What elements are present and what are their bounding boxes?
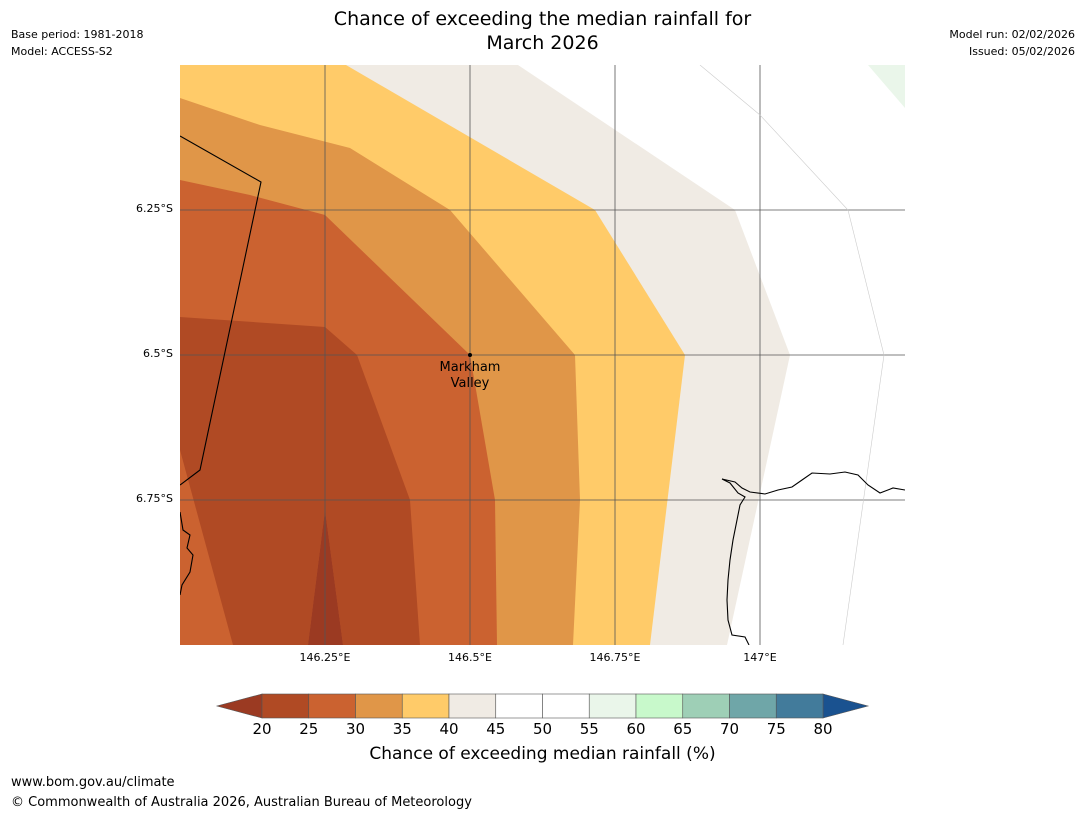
lon-label-146-75: 146.75°E: [589, 651, 641, 664]
base-period-text: Base period: 1981-2018: [11, 28, 144, 41]
colorbar-swatch-65-70: [682, 693, 730, 719]
footer-copyright: © Commonwealth of Australia 2026, Austra…: [11, 795, 472, 810]
colorbar-tick-75: 75: [766, 720, 786, 738]
band-55-60: [868, 65, 905, 108]
lon-label-147: 147°E: [743, 651, 777, 664]
colorbar-tick-45: 45: [486, 720, 506, 738]
colorbar-tick-40: 40: [439, 720, 459, 738]
place-marker: [468, 353, 472, 357]
colorbar-tick-50: 50: [532, 720, 553, 738]
colorbar-tick-55: 55: [579, 720, 599, 738]
graticule: [180, 65, 905, 645]
colorbar-swatch-30-35: [355, 693, 403, 719]
colorbar-tick-70: 70: [719, 720, 740, 738]
map-title-line1: Chance of exceeding the median rainfall …: [333, 8, 752, 30]
colorbar-swatch-45-50: [495, 693, 543, 719]
colorbar-tick-20: 20: [252, 720, 272, 738]
colorbar-tick-30: 30: [345, 720, 366, 738]
probability-field: [180, 65, 905, 645]
province-boundary: [180, 135, 262, 486]
colorbar-tick-35: 35: [392, 720, 412, 738]
colorbar-swatches: [261, 693, 824, 719]
contour-line: [699, 65, 885, 645]
colorbar-tick-65: 65: [673, 720, 693, 738]
coastline-east: [721, 471, 905, 645]
colorbar-swatch-25-30: [308, 693, 356, 719]
colorbar-tick-25: 25: [299, 720, 319, 738]
place-label-line2: Valley: [450, 376, 490, 391]
band-below-20: [308, 510, 343, 645]
lat-label-6-5: 6.5°S: [143, 347, 173, 360]
colorbar-extend-high: [822, 693, 870, 719]
colorbar-swatch-75-80: [775, 693, 824, 719]
colorbar-swatch-35-40: [401, 693, 450, 719]
map-title: Chance of exceeding the median rainfall …: [0, 7, 1085, 55]
colorbar-swatch-20-25: [261, 693, 310, 719]
metadata-left: Base period: 1981-2018 Model: ACCESS-S2: [11, 26, 143, 60]
coastline-west: [180, 511, 194, 596]
colorbar-tick-80: 80: [813, 720, 833, 738]
colorbar: [215, 693, 870, 719]
colorbar-swatch-40-45: [448, 693, 497, 719]
metadata-right: Model run: 02/02/2026 Issued: 05/02/2026: [949, 26, 1075, 60]
band-20-25: [180, 317, 420, 645]
colorbar-swatch-50-55: [542, 693, 590, 719]
lat-label-6-75: 6.75°S: [136, 492, 173, 505]
footer-url[interactable]: www.bom.gov.au/climate: [11, 775, 175, 790]
map-title-line2: March 2026: [486, 32, 599, 54]
colorbar-swatch-70-75: [729, 693, 777, 719]
place-label-line1: Markham: [439, 360, 501, 375]
lon-label-146-5: 146.5°E: [448, 651, 492, 664]
colorbar-extend-low: [215, 693, 263, 719]
colorbar-label: Chance of exceeding median rainfall (%): [369, 744, 716, 764]
issued-text: Issued: 05/02/2026: [968, 45, 1075, 58]
colorbar-swatch-55-60: [588, 693, 637, 719]
model-text: Model: ACCESS-S2: [11, 45, 113, 58]
place-label: Markham Valley: [425, 360, 515, 392]
lat-label-6-25: 6.25°S: [136, 202, 173, 215]
lon-label-146-25: 146.25°E: [299, 651, 351, 664]
colorbar-swatch-60-65: [635, 693, 684, 719]
model-run-text: Model run: 02/02/2026: [949, 28, 1075, 41]
colorbar-tick-60: 60: [626, 720, 646, 738]
